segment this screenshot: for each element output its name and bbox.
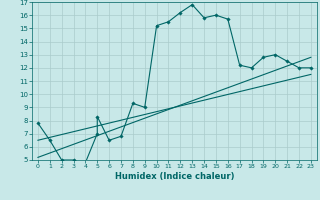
X-axis label: Humidex (Indice chaleur): Humidex (Indice chaleur)	[115, 172, 234, 181]
